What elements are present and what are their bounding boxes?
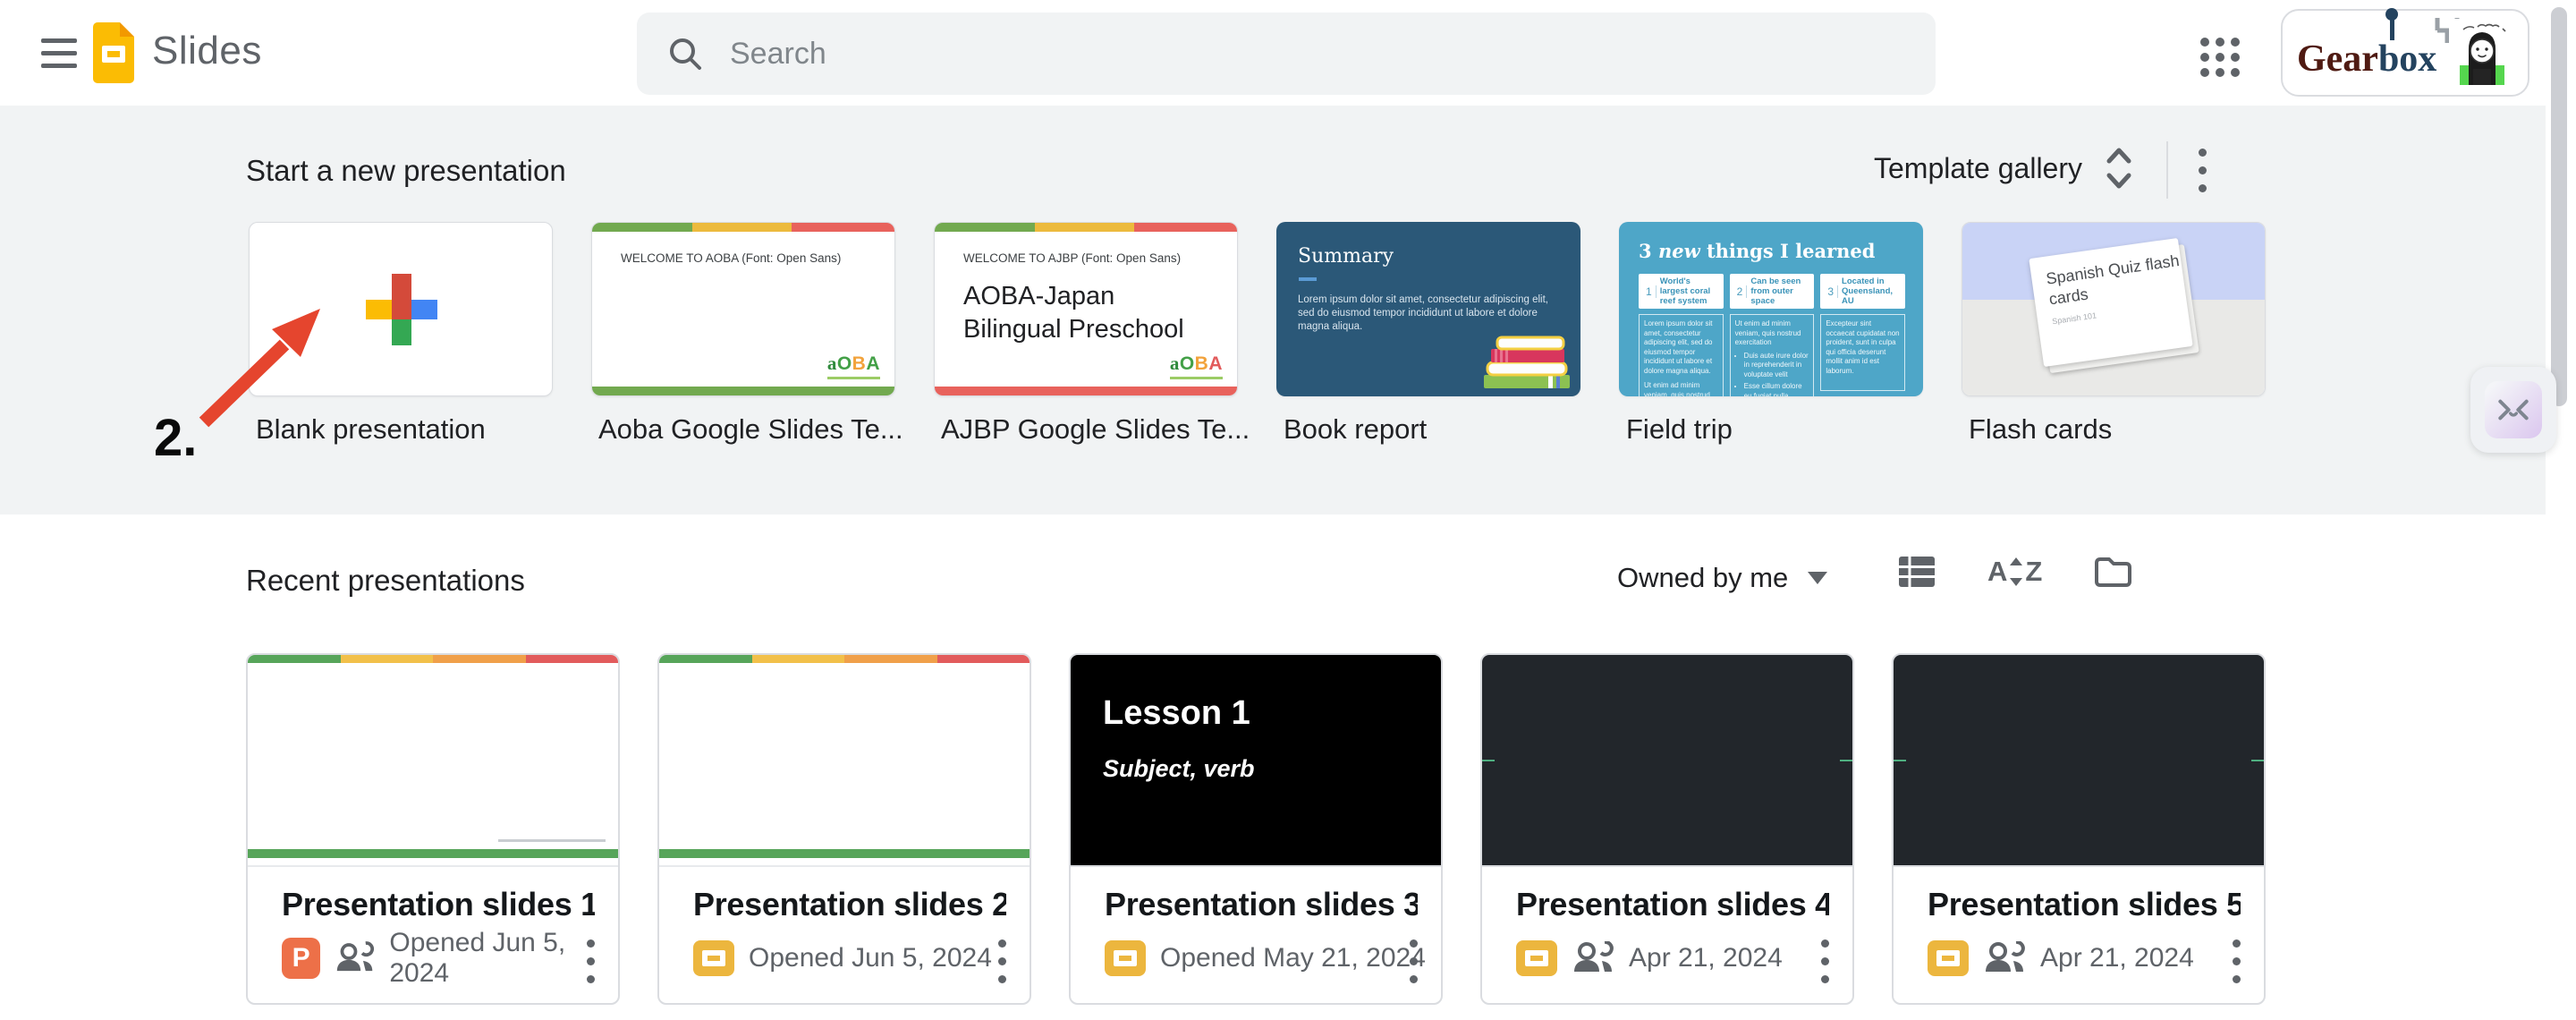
google-slides-file-icon <box>1516 940 1557 976</box>
last-opened-date: Opened May 21, 2024 <box>1160 943 1426 973</box>
template-flash-cards[interactable]: Spanish Quiz flash cards Spanish 101 <box>1962 222 2266 396</box>
google-slides-file-icon <box>693 940 734 976</box>
card-menu-icon[interactable] <box>2233 939 2241 983</box>
template-label: Blank presentation <box>256 413 486 445</box>
last-opened-date: Opened Jun 5, 2024 <box>389 928 566 988</box>
presentation-card-2[interactable]: Presentation slides 2 Opened Jun 5, 2024 <box>657 653 1031 1005</box>
template-label: Aoba Google Slides Te... <box>598 413 903 445</box>
recent-presentations-heading: Recent presentations <box>246 564 525 597</box>
shared-people-icon <box>337 941 375 972</box>
template-ajbp[interactable]: WELCOME TO AJBP (Font: Open Sans) AOBA-J… <box>934 222 1238 396</box>
shared-people-icon <box>1574 941 1614 972</box>
presentation-card-5[interactable]: Presentation slides 5 Apr 21, 2024 <box>1892 653 2266 1005</box>
template-field-trip[interactable]: 3 new things I learned 1 World's largest … <box>1619 222 1923 396</box>
aoba-logo: aOBA <box>826 353 880 379</box>
presentation-card-1[interactable]: Presentation slides 1 P Opened Jun 5, 20… <box>246 653 620 1005</box>
google-slides-file-icon <box>1105 940 1146 976</box>
gear-shifter-icon <box>2435 18 2460 43</box>
book-stack-illustration <box>1484 336 1570 388</box>
side-panel-toggle[interactable] <box>2470 367 2556 453</box>
gearbox-logo: Gearbox <box>2297 8 2460 78</box>
main-menu-icon[interactable] <box>41 33 84 72</box>
new-presentation-plus-icon <box>366 274 437 345</box>
slide-thumbnail <box>1894 655 2264 867</box>
template-label: Field trip <box>1626 413 1733 445</box>
card-menu-icon[interactable] <box>587 939 595 983</box>
app-title: Slides <box>152 29 262 72</box>
open-file-picker-button[interactable] <box>2092 554 2133 590</box>
presentation-title: Presentation slides 5 <box>1928 886 2241 922</box>
template-label: Flash cards <box>1969 413 2113 445</box>
last-opened-date: Apr 21, 2024 <box>1629 943 1783 973</box>
dropdown-arrow-icon <box>1808 572 1828 584</box>
search-bar[interactable] <box>637 13 1936 95</box>
shared-people-icon <box>1986 941 2025 972</box>
search-input[interactable] <box>730 18 1936 89</box>
aoba-logo: aOBA <box>1169 353 1223 379</box>
card-menu-icon[interactable] <box>1410 939 1418 983</box>
section-heading: Start a new presentation <box>246 154 566 187</box>
account-widget[interactable]: Gearbox <box>2281 8 2529 97</box>
ownership-filter-dropdown[interactable]: Owned by me <box>1617 562 1828 594</box>
google-apps-grid-icon[interactable] <box>2200 38 2243 79</box>
template-aoba[interactable]: WELCOME TO AOBA (Font: Open Sans) aOBA <box>591 222 895 396</box>
presentation-title: Presentation slides 4 <box>1516 886 1829 922</box>
slide-thumbnail: Lesson 1 Subject, verb <box>1071 655 1441 867</box>
kaomoji-face-icon <box>2485 381 2542 438</box>
annotation-step-number: 2. <box>154 409 198 467</box>
presentation-title: Presentation slides 1 <box>282 886 595 922</box>
presentation-card-4[interactable]: Presentation slides 4 Apr 21, 2024 <box>1480 653 1854 1005</box>
presentation-card-3[interactable]: Lesson 1 Subject, verb Presentation slid… <box>1069 653 1443 1005</box>
flash-card-illustration: Spanish Quiz flash cards Spanish 101 <box>2029 237 2199 374</box>
sort-az-button[interactable]: A Z <box>1987 556 2043 587</box>
top-app-bar: Slides Gearbox <box>0 0 2576 106</box>
card-menu-icon[interactable] <box>1821 939 1829 983</box>
search-icon <box>670 38 701 70</box>
powerpoint-file-icon: P <box>282 938 321 979</box>
presentation-title: Presentation slides 3 <box>1105 886 1418 922</box>
user-avatar[interactable] <box>2449 19 2516 87</box>
template-label: AJBP Google Slides Te... <box>941 413 1249 445</box>
slide-thumbnail <box>248 655 618 867</box>
list-view-button[interactable] <box>1896 553 1937 591</box>
template-label: Book report <box>1284 413 1428 445</box>
template-book-report[interactable]: Summary Lorem ipsum dolor sit amet, cons… <box>1276 222 1580 396</box>
start-new-presentation-section: Start a new presentation Template galler… <box>0 106 2546 514</box>
template-gallery-button[interactable]: Template gallery <box>1874 145 2132 191</box>
divider <box>2166 141 2168 199</box>
slide-thumbnail <box>659 655 1030 867</box>
google-slides-file-icon <box>1928 940 1969 976</box>
last-opened-date: Apr 21, 2024 <box>2040 943 2194 973</box>
template-gallery-label: Template gallery <box>1874 151 2082 184</box>
template-section-menu-icon[interactable] <box>2199 149 2207 192</box>
last-opened-date: Opened Jun 5, 2024 <box>749 943 992 973</box>
presentation-title: Presentation slides 2 <box>693 886 1006 922</box>
chevron-updown-icon <box>2106 148 2131 189</box>
scrollbar-thumb[interactable] <box>2551 7 2567 406</box>
slide-thumbnail <box>1482 655 1852 867</box>
card-menu-icon[interactable] <box>998 939 1006 983</box>
slides-app-icon[interactable] <box>93 22 134 83</box>
template-blank-presentation[interactable] <box>249 222 553 396</box>
